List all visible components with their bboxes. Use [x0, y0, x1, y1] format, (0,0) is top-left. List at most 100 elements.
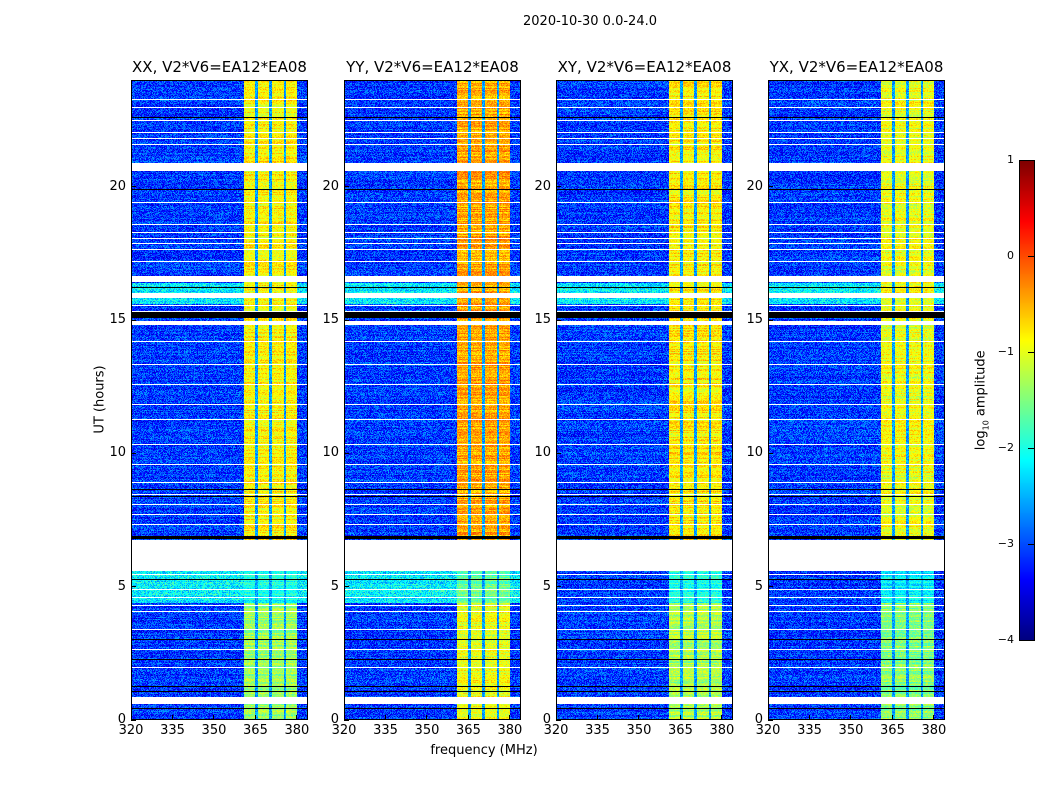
- colorbar-tick-label: 1: [1007, 153, 1014, 166]
- y-tick: [556, 186, 561, 188]
- panel-title: XX, V2*V6=EA12*EA08: [132, 58, 307, 76]
- colorbar-tick: [1028, 352, 1034, 353]
- x-tick-label: 320: [755, 723, 781, 738]
- y-axis-label: UT (hours): [92, 365, 108, 434]
- x-tick-label: 365: [668, 723, 693, 738]
- y-tick: [768, 186, 773, 188]
- x-tick: [638, 715, 640, 720]
- heatmap-panel-xx: XX, V2*V6=EA12*EA08 320 335 350 365 380 0 5 10 15…: [109, 58, 309, 738]
- panel-title: YX, V2*V6=EA12*EA08: [769, 58, 944, 76]
- y-tick: [344, 319, 349, 321]
- x-tick-label: 365: [243, 723, 268, 738]
- x-tick-label: 365: [456, 723, 481, 738]
- x-tick: [767, 715, 769, 720]
- heatmap-canvas: [768, 80, 945, 720]
- y-tick: [131, 719, 136, 721]
- x-tick-label: 320: [543, 723, 569, 738]
- y-tick-label: 10: [322, 445, 339, 461]
- x-tick-label: 350: [201, 723, 227, 738]
- x-tick: [384, 715, 386, 720]
- x-tick: [933, 715, 935, 720]
- x-tick-label: 380: [497, 723, 523, 738]
- y-tick-label: 10: [746, 445, 763, 461]
- colorbar-tick: [1028, 160, 1034, 161]
- plot-frame: [344, 80, 521, 720]
- colorbar-tick-label: 0: [1007, 249, 1014, 262]
- x-tick: [509, 715, 511, 720]
- y-tick-label: 0: [117, 712, 126, 727]
- x-tick: [850, 715, 852, 720]
- colorbar-label-sub: 10: [981, 420, 991, 431]
- colorbar-label-base: log: [973, 430, 989, 451]
- heatmap-panel-yx: YX, V2*V6=EA12*EA08 320 335 350 365 380 0 5 10 15…: [746, 58, 946, 738]
- x-tick: [596, 715, 598, 720]
- plot-frame: [768, 80, 945, 720]
- y-tick-label: 0: [330, 712, 339, 727]
- plot-frame: [131, 80, 308, 720]
- y-tick-label: 15: [109, 312, 126, 327]
- y-tick: [131, 452, 136, 454]
- x-axis-label: frequency (MHz): [430, 743, 538, 758]
- x-tick: [254, 715, 256, 720]
- x-tick-label: 350: [838, 723, 864, 738]
- x-tick-label: 335: [585, 723, 610, 738]
- colorbar-label-rest: amplitude: [973, 350, 989, 421]
- x-tick-label: 380: [284, 723, 310, 738]
- colorbar-tick-label: −4: [997, 633, 1014, 646]
- x-tick: [343, 715, 345, 720]
- colorbar-tick-label: −1: [997, 345, 1014, 358]
- x-tick-label: 350: [414, 723, 440, 738]
- x-tick-label: 365: [880, 723, 905, 738]
- x-tick: [467, 715, 469, 720]
- colorbar-tick: [1028, 448, 1034, 449]
- y-tick-label: 15: [746, 312, 763, 327]
- x-tick: [213, 715, 215, 720]
- panel-title: XY, V2*V6=EA12*EA08: [557, 58, 732, 76]
- y-tick: [344, 186, 349, 188]
- y-tick: [768, 452, 773, 454]
- y-tick: [344, 452, 349, 454]
- x-tick-label: 320: [118, 723, 144, 738]
- x-tick: [808, 715, 810, 720]
- y-tick-label: 5: [754, 578, 763, 594]
- x-tick-label: 380: [709, 723, 735, 738]
- y-tick-label: 20: [109, 178, 126, 194]
- x-tick: [679, 715, 681, 720]
- y-tick: [768, 586, 773, 588]
- y-tick: [131, 586, 136, 588]
- colorbar-label: log10 amplitude: [974, 340, 991, 460]
- y-tick: [344, 586, 349, 588]
- x-tick-label: 335: [160, 723, 185, 738]
- y-tick: [131, 186, 136, 188]
- colorbar-tick: [1028, 640, 1034, 641]
- y-tick-label: 10: [534, 445, 551, 461]
- y-tick-label: 15: [534, 312, 551, 327]
- y-tick-label: 20: [322, 178, 339, 194]
- y-tick: [556, 586, 561, 588]
- x-tick-label: 380: [921, 723, 947, 738]
- y-tick-label: 0: [542, 712, 551, 727]
- y-tick-label: 20: [746, 178, 763, 194]
- y-tick: [344, 719, 349, 721]
- x-tick: [891, 715, 893, 720]
- colorbar-tick: [1028, 256, 1034, 257]
- y-tick-label: 20: [534, 178, 551, 194]
- y-tick-label: 5: [117, 578, 126, 594]
- y-tick-label: 15: [322, 312, 339, 327]
- y-tick-label: 10: [109, 445, 126, 461]
- x-tick: [171, 715, 173, 720]
- x-tick: [426, 715, 428, 720]
- colorbar-tick: [1028, 544, 1034, 545]
- colorbar-tick-label: −2: [997, 441, 1014, 454]
- x-tick-label: 320: [331, 723, 357, 738]
- heatmap-canvas: [131, 80, 308, 720]
- colorbar-tick-label: −3: [997, 537, 1014, 550]
- y-tick-label: 5: [542, 578, 551, 594]
- panel-title: YY, V2*V6=EA12*EA08: [346, 58, 519, 76]
- x-tick: [296, 715, 298, 720]
- y-tick-label: 0: [754, 712, 763, 727]
- y-tick: [556, 719, 561, 721]
- y-tick-label: 5: [330, 578, 339, 594]
- heatmap-canvas: [344, 80, 521, 720]
- x-tick-label: 335: [373, 723, 398, 738]
